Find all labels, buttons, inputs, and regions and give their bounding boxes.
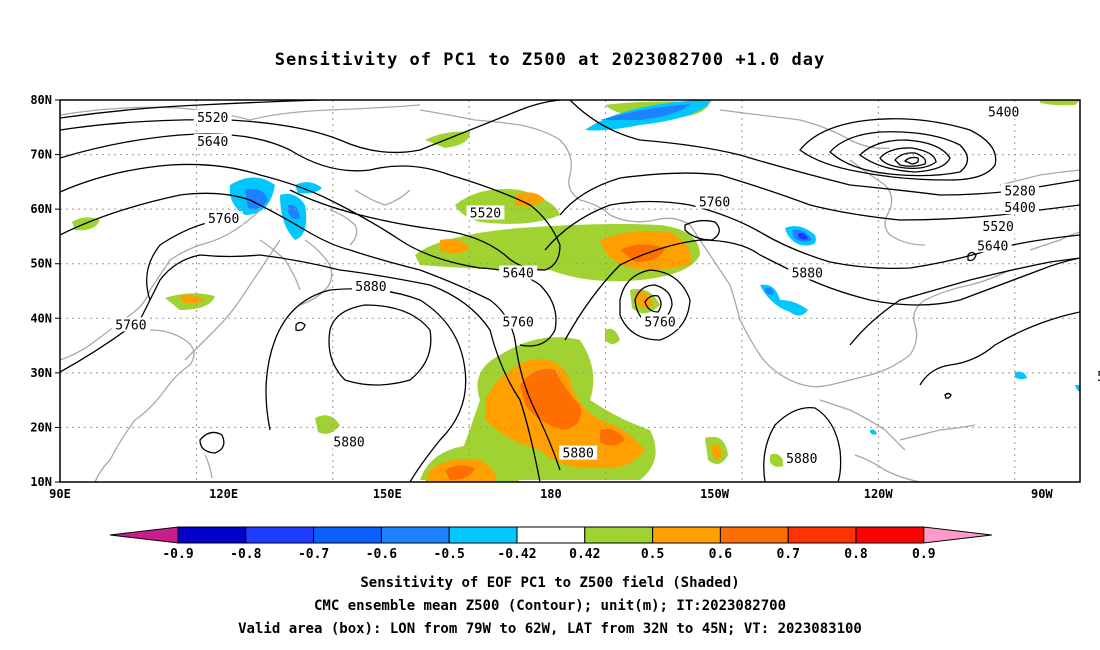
contour-label-bg — [641, 314, 679, 329]
colorbar-label: 0.8 — [844, 547, 868, 562]
contour-label: 5880 — [1097, 370, 1100, 385]
caption-valid-area: Valid area (box): LON from 79W to 62W, L… — [238, 621, 862, 637]
contour-label-bg — [788, 265, 827, 280]
colorbar-label: -0.8 — [230, 547, 261, 562]
longitude-labels: 90E120E150E180150W120W90W60W — [49, 487, 1053, 501]
lon-label: 150E — [373, 487, 402, 501]
lat-label: 70N — [30, 148, 52, 162]
contour-label: 5640 — [197, 135, 228, 150]
lon-label: 150W — [700, 487, 730, 501]
contour-labels: 5520 5640 5760 5520 5760 5640 5880 5760 5760 5760… — [111, 104, 1100, 467]
colorbar-label: -0.9 — [162, 547, 193, 562]
contour-label-bg — [1001, 200, 1039, 215]
caption-shading: Sensitivity of EOF PC1 to Z500 field (Sh… — [360, 575, 740, 591]
lon-label: 180 — [540, 487, 562, 501]
caption-contour: CMC ensemble mean Z500 (Contour); unit(m… — [313, 598, 786, 614]
contour-label-bg — [193, 134, 232, 149]
contour-label-bg — [1093, 369, 1100, 384]
sensitivity-shading — [72, 100, 1080, 482]
contour-label-bg — [973, 238, 1012, 253]
contour-label: 5520 — [470, 207, 501, 222]
contour-label: 5640 — [977, 239, 1008, 254]
lon-label: 120W — [864, 487, 894, 501]
contour-label-bg — [499, 265, 538, 280]
colorbar-swatch — [584, 526, 654, 544]
lat-label: 60N — [30, 202, 52, 216]
contour-label-bg — [695, 194, 734, 209]
lat-label: 30N — [30, 366, 52, 380]
positive-sensitivity-070 — [445, 244, 665, 480]
contour-label-bg — [782, 451, 821, 466]
lat-label: 10N — [30, 475, 52, 489]
contour-label: 5880 — [355, 280, 386, 295]
colorbar-swatch — [787, 526, 857, 544]
colorbar-label: -0.42 — [497, 547, 536, 562]
contour-label: 5760 — [644, 316, 675, 331]
contour-label: 5640 — [503, 267, 534, 282]
negative-sensitivity-070 — [798, 232, 808, 240]
contour-label-bg — [111, 317, 150, 332]
contour-label-bg — [979, 219, 1018, 234]
colorbar-swatch — [448, 526, 518, 544]
lat-label: 20N — [30, 420, 52, 434]
lon-label: 90E — [49, 487, 71, 501]
latitude-labels: 80N 70N 60N 50N 40N 30N 20N 10N — [30, 93, 60, 489]
contour-label-bg — [466, 205, 505, 220]
contour-label: 5880 — [563, 447, 594, 462]
contour-label: 5760 — [699, 196, 730, 211]
contour-label-bg — [204, 210, 243, 225]
contour-label: 5520 — [197, 111, 228, 126]
colorbar-label: 0.9 — [912, 547, 935, 562]
lat-label: 50N — [30, 257, 52, 271]
colorbar-label: 0.42 — [569, 547, 600, 562]
lon-label: 90W — [1031, 487, 1053, 501]
contour-label-bg — [193, 110, 232, 125]
colorbar-low-arrow — [109, 526, 179, 544]
lon-label: 120E — [209, 487, 238, 501]
colorbar-swatch — [245, 526, 315, 544]
lat-label: 40N — [30, 311, 52, 325]
colorbar-swatch — [177, 526, 247, 544]
colorbar-high-arrow — [923, 526, 992, 544]
colorbar-swatch — [719, 526, 789, 544]
gridlines — [60, 100, 1080, 482]
contour-label: 5400 — [1004, 201, 1035, 216]
contour-label: 5280 — [1004, 185, 1035, 200]
colorbar-label: 0.5 — [641, 547, 664, 562]
colorbar: -0.9 -0.8 -0.7 -0.6 -0.5 -0.42 0.42 0.5 0.6 0.7 0.… — [109, 526, 992, 562]
colorbar-label: -0.5 — [434, 547, 465, 562]
contour-label-bg — [559, 445, 598, 460]
colorbar-label: -0.7 — [298, 547, 329, 562]
contour-label-bg — [984, 104, 1023, 119]
colorbar-label: 0.6 — [709, 547, 733, 562]
contour-label: 5400 — [988, 106, 1019, 121]
contour-label: 5760 — [115, 318, 146, 333]
contour-label: 5760 — [208, 212, 239, 227]
contour-label: 5880 — [333, 436, 364, 451]
map-title: Sensitivity of PC1 to Z500 at 2023082700… — [274, 50, 826, 70]
z500-contours — [60, 100, 1080, 482]
map-frame — [59, 99, 1081, 483]
contour-label: 5520 — [983, 220, 1014, 235]
contour-label: 5760 — [503, 316, 534, 331]
colorbar-swatch — [855, 526, 925, 544]
coastlines — [60, 104, 1080, 482]
contour-label: 5880 — [792, 267, 823, 282]
colorbar-label: 0.7 — [776, 547, 799, 562]
contour-label-bg — [351, 279, 390, 294]
contour-label-bg — [499, 314, 538, 329]
colorbar-swatch — [313, 526, 382, 544]
lat-label: 80N — [30, 93, 52, 107]
contour-label: 5880 — [786, 452, 817, 467]
colorbar-swatch — [652, 526, 721, 544]
contour-label-bg — [330, 434, 369, 449]
contour-label-bg — [1001, 183, 1039, 198]
colorbar-swatch — [380, 526, 450, 544]
colorbar-swatch — [516, 526, 586, 544]
colorbar-label: -0.6 — [366, 547, 397, 562]
